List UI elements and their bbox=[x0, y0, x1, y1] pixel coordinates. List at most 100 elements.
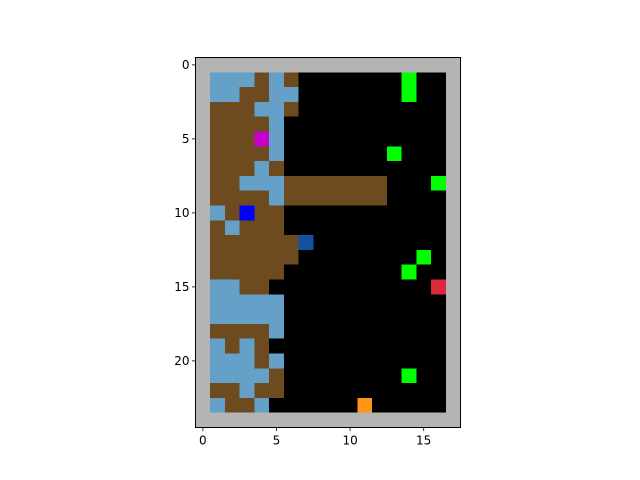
cell-water bbox=[269, 353, 285, 369]
cell-floor bbox=[283, 131, 299, 147]
cell-goal bbox=[386, 146, 403, 162]
cell-dirt bbox=[210, 161, 226, 177]
cell-floor bbox=[372, 323, 388, 340]
cell-dirt bbox=[224, 264, 241, 280]
cell-wall bbox=[239, 412, 255, 428]
cell-wall bbox=[342, 412, 358, 428]
cell-water bbox=[239, 353, 255, 369]
cell-floor bbox=[416, 131, 432, 147]
cell-wall bbox=[195, 205, 211, 221]
cell-floor bbox=[401, 249, 417, 266]
cell-wall bbox=[401, 412, 417, 428]
cell-dirt bbox=[372, 175, 388, 192]
cell-dirt bbox=[239, 101, 255, 118]
cell-water bbox=[254, 101, 270, 118]
cell-dirt bbox=[357, 175, 373, 192]
cell-floor bbox=[269, 397, 285, 414]
cell-water bbox=[254, 309, 270, 325]
cell-water bbox=[283, 87, 299, 103]
cell-floor bbox=[283, 205, 299, 221]
cell-floor bbox=[416, 235, 432, 251]
cell-floor bbox=[372, 383, 388, 399]
cell-floor bbox=[283, 116, 299, 132]
cell-floor bbox=[283, 161, 299, 177]
cell-floor bbox=[386, 368, 403, 384]
cell-floor bbox=[313, 205, 329, 221]
cell-floor bbox=[416, 175, 432, 192]
cell-floor bbox=[386, 353, 403, 369]
cell-floor bbox=[298, 146, 314, 162]
cell-floor bbox=[431, 72, 447, 88]
cell-dirt bbox=[224, 116, 241, 132]
cell-dirt bbox=[342, 190, 358, 206]
cell-floor bbox=[431, 101, 447, 118]
cell-wall bbox=[195, 279, 211, 295]
cell-dirt bbox=[254, 205, 270, 221]
cell-floor bbox=[342, 264, 358, 280]
cell-wall bbox=[445, 205, 461, 221]
cell-floor bbox=[342, 323, 358, 340]
cell-floor bbox=[357, 72, 373, 88]
cell-floor bbox=[431, 116, 447, 132]
cell-water bbox=[210, 87, 226, 103]
cell-floor bbox=[342, 249, 358, 266]
cell-dirt bbox=[239, 323, 255, 340]
cell-floor bbox=[269, 338, 285, 354]
cell-dirt bbox=[239, 190, 255, 206]
cell-floor bbox=[416, 264, 432, 280]
cell-floor bbox=[342, 294, 358, 310]
cell-floor bbox=[416, 309, 432, 325]
cell-dirt bbox=[224, 190, 241, 206]
cell-wall bbox=[195, 249, 211, 266]
cell-wall bbox=[195, 397, 211, 414]
y-tick-label: 0 bbox=[182, 58, 190, 72]
cell-water bbox=[210, 338, 226, 354]
cell-floor bbox=[372, 353, 388, 369]
cell-wall bbox=[445, 323, 461, 340]
cell-floor bbox=[342, 116, 358, 132]
cell-wall bbox=[224, 57, 241, 73]
cell-floor bbox=[401, 116, 417, 132]
cell-wall bbox=[195, 72, 211, 88]
cell-dirt bbox=[210, 101, 226, 118]
cell-floor bbox=[328, 294, 344, 310]
cell-wall bbox=[445, 131, 461, 147]
cell-dirt bbox=[210, 175, 226, 192]
cell-wall bbox=[195, 190, 211, 206]
cell-dirt bbox=[239, 397, 255, 414]
cell-floor bbox=[328, 249, 344, 266]
cell-floor bbox=[298, 353, 314, 369]
cell-floor bbox=[386, 87, 403, 103]
cell-blue-agent bbox=[239, 205, 255, 221]
y-tick-label: 20 bbox=[174, 354, 189, 368]
cell-floor bbox=[386, 323, 403, 340]
cell-floor bbox=[386, 161, 403, 177]
cell-wall bbox=[445, 294, 461, 310]
cell-floor bbox=[372, 161, 388, 177]
cell-wall bbox=[224, 412, 241, 428]
cell-floor bbox=[342, 72, 358, 88]
cell-floor bbox=[416, 383, 432, 399]
cell-water bbox=[254, 161, 270, 177]
cell-goal bbox=[401, 72, 417, 88]
cell-floor bbox=[298, 101, 314, 118]
cell-floor bbox=[269, 279, 285, 295]
cell-wall bbox=[195, 175, 211, 192]
cell-wall bbox=[445, 383, 461, 399]
cell-floor bbox=[416, 87, 432, 103]
cell-water bbox=[269, 131, 285, 147]
cell-dirt bbox=[210, 383, 226, 399]
cell-floor bbox=[431, 87, 447, 103]
cell-water bbox=[239, 338, 255, 354]
cell-water bbox=[239, 368, 255, 384]
cell-floor bbox=[401, 190, 417, 206]
cell-floor bbox=[342, 220, 358, 236]
cell-floor bbox=[313, 397, 329, 414]
cell-floor bbox=[401, 309, 417, 325]
cell-dirt bbox=[254, 190, 270, 206]
cell-floor bbox=[431, 220, 447, 236]
cell-water bbox=[210, 205, 226, 221]
cell-floor bbox=[283, 146, 299, 162]
cell-dirt bbox=[254, 220, 270, 236]
